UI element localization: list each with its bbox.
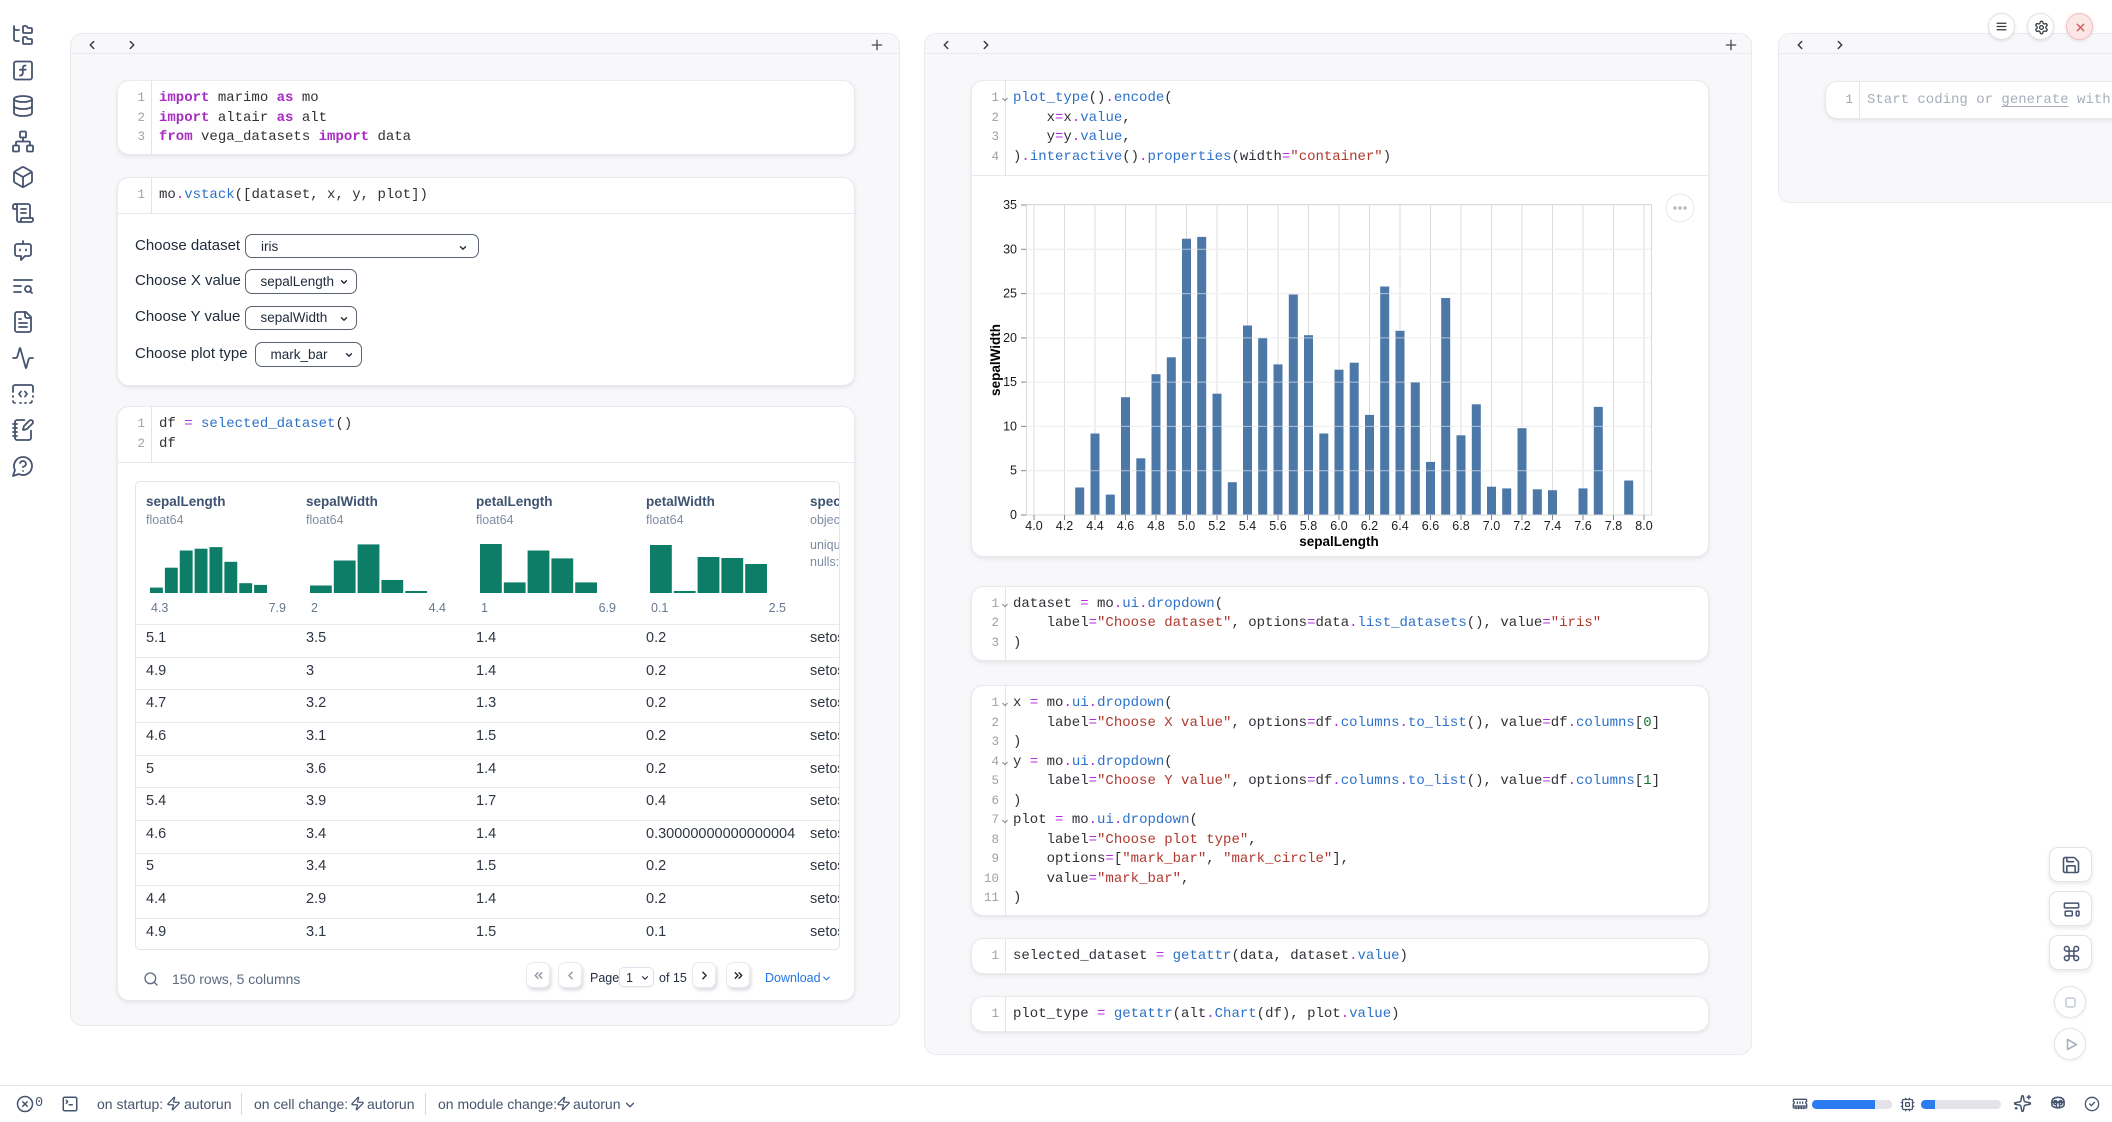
svg-text:10: 10: [1003, 419, 1017, 433]
svg-text:7.6: 7.6: [1574, 519, 1591, 533]
svg-text:5.4: 5.4: [1239, 519, 1256, 533]
svg-text:25: 25: [1003, 287, 1017, 301]
svg-text:sepalWidth: sepalWidth: [988, 324, 1003, 396]
svg-text:35: 35: [1003, 198, 1017, 212]
svg-text:5.8: 5.8: [1300, 519, 1317, 533]
svg-text:5: 5: [1010, 464, 1017, 478]
svg-text:0: 0: [1010, 508, 1017, 522]
svg-text:4.6: 4.6: [1117, 519, 1134, 533]
svg-text:7.4: 7.4: [1544, 519, 1561, 533]
svg-text:30: 30: [1003, 242, 1017, 256]
svg-text:15: 15: [1003, 375, 1017, 389]
svg-text:4.0: 4.0: [1025, 519, 1042, 533]
svg-text:7.0: 7.0: [1483, 519, 1500, 533]
svg-text:6.2: 6.2: [1361, 519, 1378, 533]
svg-text:7.8: 7.8: [1605, 519, 1622, 533]
svg-text:5.0: 5.0: [1178, 519, 1195, 533]
svg-text:4.8: 4.8: [1147, 519, 1164, 533]
svg-text:6.8: 6.8: [1452, 519, 1469, 533]
svg-text:6.4: 6.4: [1391, 519, 1408, 533]
svg-text:5.6: 5.6: [1269, 519, 1286, 533]
svg-text:6.6: 6.6: [1422, 519, 1439, 533]
svg-text:8.0: 8.0: [1635, 519, 1652, 533]
svg-text:6.0: 6.0: [1330, 519, 1347, 533]
svg-text:20: 20: [1003, 331, 1017, 345]
svg-text:7.2: 7.2: [1513, 519, 1530, 533]
svg-text:4.4: 4.4: [1086, 519, 1103, 533]
svg-text:5.2: 5.2: [1208, 519, 1225, 533]
svg-text:4.2: 4.2: [1056, 519, 1073, 533]
svg-text:sepalLength: sepalLength: [1299, 534, 1379, 549]
